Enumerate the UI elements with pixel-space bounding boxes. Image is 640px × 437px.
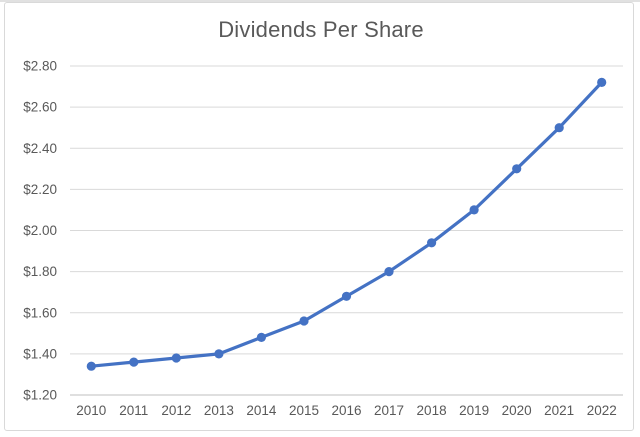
gridlines bbox=[70, 65, 623, 396]
data-point-2013 bbox=[214, 349, 224, 359]
chart-title: Dividends Per Share bbox=[218, 17, 424, 42]
y-tick-label: $2.20 bbox=[23, 182, 57, 197]
data-point-2022 bbox=[597, 77, 607, 87]
y-tick-label: $1.80 bbox=[23, 264, 57, 279]
dividends-per-share-chart: Dividends Per Share $1.20 $1.40 $1.60 $1.80… bbox=[23, 17, 623, 418]
x-tick-label: 2010 bbox=[76, 403, 106, 418]
data-point-2020 bbox=[512, 164, 522, 174]
x-tick-label: 2022 bbox=[587, 403, 617, 418]
x-tick-label: 2016 bbox=[331, 403, 361, 418]
y-tick-label: $2.00 bbox=[23, 223, 57, 238]
data-point-2021 bbox=[554, 123, 564, 133]
data-point-markers bbox=[86, 77, 607, 371]
y-tick-label: $1.20 bbox=[23, 388, 57, 403]
chart-container: Dividends Per Share $1.20 $1.40 $1.60 $1.80… bbox=[4, 2, 634, 431]
y-tick-label: $1.60 bbox=[23, 305, 57, 320]
data-point-2017 bbox=[384, 267, 394, 277]
x-tick-label: 2015 bbox=[289, 403, 319, 418]
y-tick-label: $2.60 bbox=[23, 100, 57, 115]
x-axis-labels: 2010 2011 2012 2013 2014 2015 2016 2017 2018 2019… bbox=[76, 403, 617, 418]
y-tick-label: $1.40 bbox=[23, 346, 57, 361]
data-point-2015 bbox=[299, 316, 309, 326]
x-tick-label: 2020 bbox=[502, 403, 532, 418]
data-point-2019 bbox=[469, 205, 479, 215]
data-point-2012 bbox=[171, 353, 181, 363]
y-axis-labels: $1.20 $1.40 $1.60 $1.80 $2.00 $2.20 $2.40 $2.60… bbox=[23, 59, 57, 403]
data-point-2016 bbox=[341, 291, 352, 301]
x-tick-label: 2018 bbox=[417, 403, 447, 418]
x-tick-label: 2021 bbox=[544, 403, 574, 418]
page-top-edge bbox=[0, 0, 640, 2]
x-tick-label: 2013 bbox=[204, 403, 234, 418]
data-point-2018 bbox=[427, 238, 437, 248]
data-point-2011 bbox=[129, 357, 139, 367]
data-point-2014 bbox=[256, 332, 266, 342]
x-tick-label: 2012 bbox=[161, 403, 191, 418]
x-tick-label: 2011 bbox=[119, 403, 148, 418]
series-line bbox=[89, 80, 604, 368]
x-tick-label: 2014 bbox=[246, 403, 277, 418]
x-tick-label: 2017 bbox=[374, 403, 404, 418]
x-tick-label: 2019 bbox=[459, 403, 489, 418]
y-tick-label: $2.40 bbox=[23, 141, 57, 156]
y-tick-label: $2.80 bbox=[23, 59, 57, 74]
line-series bbox=[89, 80, 604, 368]
data-point-2010 bbox=[86, 361, 96, 371]
